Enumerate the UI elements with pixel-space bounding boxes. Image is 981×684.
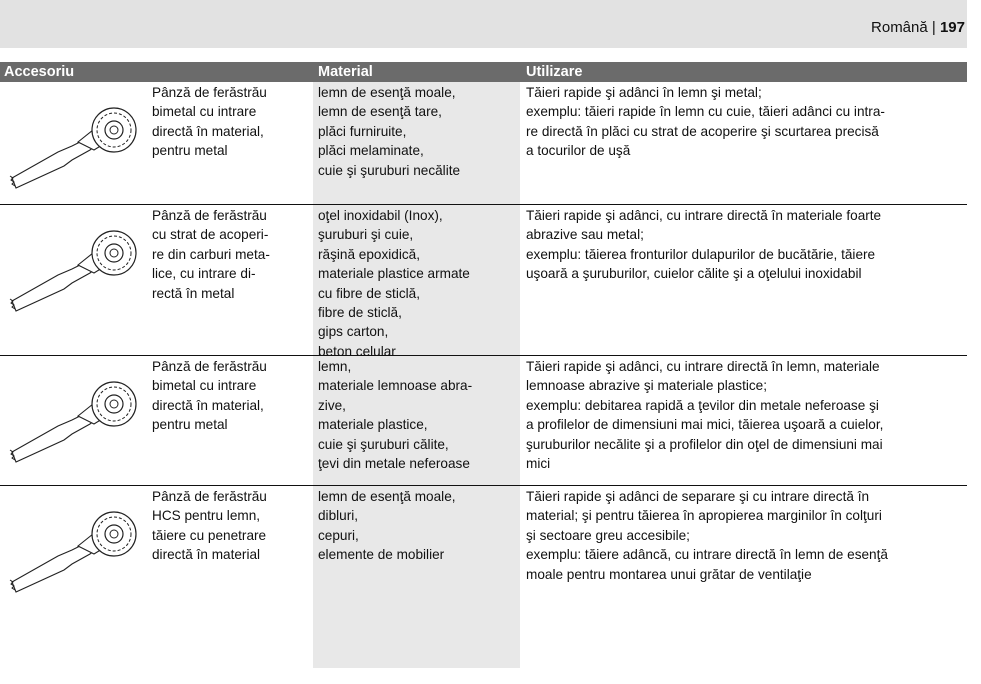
separator: | [931,19,936,36]
page-header: Română | 197 [871,19,965,36]
text-line: şuruburi şi cuie, [318,227,414,243]
text-line: bimetal cu intrare [152,104,257,120]
text-line: uşoară a şuruburilor, cuielor călite şi … [526,266,862,282]
text-line: cu strat de acoperi- [152,227,269,243]
table-header [0,62,967,82]
text-line: exemplu: tăieri rapide în lemn cu cuie, … [526,104,885,120]
text-line: Tăieri rapide şi adânci de separare şi c… [526,489,870,504]
text-line: oţel inoxidabil (Inox), [318,208,443,223]
header-band [0,0,967,48]
accessory-cell: Pânză de ferăstrău bimetal cu intrare dire… [152,83,267,161]
text-line: dibluri, [318,508,359,524]
text-line: Pânză de ferăstrău [152,208,267,223]
blade-icon [9,511,137,593]
text-line: exemplu: tăiere adâncă, cu intrare direc… [526,547,888,563]
text-line: mici [526,456,551,472]
text-line: pentru metal [152,417,228,433]
text-line: a profilelor de dimensiuni mai mici, tăi… [526,417,884,433]
text-line: pentru metal [152,143,228,159]
text-line: Pânză de ferăstrău [152,359,267,374]
usage-cell: Tăieri rapide şi adânci, cu intrare dire… [526,206,881,284]
text-line: HCS pentru lemn, [152,508,261,524]
text-line: exemplu: debitarea rapidă a ţevilor din … [526,397,879,413]
text-line: directă în material, [152,123,264,139]
material-cell: lemn, materiale lemnoase abra-zive, materi… [318,357,472,473]
page-number: 197 [939,19,965,36]
table-bottom [0,668,967,669]
text-line: elemente de mobilier [318,547,445,563]
text-line: cuie şi şuruburi călite, [318,436,449,452]
text-line: Tăieri rapide şi adânci în lemn şi metal… [526,85,762,100]
text-line: materiale lemnoase abra- [318,378,473,394]
text-line: plăci furniruite, [318,123,407,139]
text-line: cu fibre de sticlă, [318,285,420,301]
text-line: cuie şi şuruburi necălite [318,162,461,178]
column-header: Material [318,64,373,80]
material-cell: lemn de esenţă moale, lemn de esenţă tare… [318,83,460,180]
blade-icon [9,230,137,312]
text-line: rectă în metal [152,285,235,301]
accessory-cell: Pânză de ferăstrău HCS pentru lemn, tăiere… [152,487,267,565]
text-line: tăiere cu penetrare [152,527,267,543]
text-line: fibre de sticlă, [318,305,402,321]
language: Română [871,19,928,36]
text-line: Pânză de ferăstrău [152,489,267,504]
text-line: lemn, [318,359,352,374]
row-separator [0,204,967,205]
material-column-shade [313,82,520,668]
text-line: materiale plastice armate [318,266,470,282]
text-line: lemn de esenţă moale, [318,489,456,504]
row-separator [0,485,967,486]
usage-cell: Tăieri rapide şi adânci, cu intrare dire… [526,357,883,473]
row-separator [0,355,967,356]
text-line: material; şi pentru tăierea în apropiere… [526,508,882,524]
text-line: bimetal cu intrare [152,378,257,394]
text-line: re din carburi meta- [152,246,270,262]
material-cell: lemn de esenţă moale, dibluri, cepuri, elem… [318,487,456,565]
blade-icon [9,107,137,189]
text-line: directă în material, [152,397,264,413]
material-cell: oţel inoxidabil (Inox), şuruburi şi cuie,… [318,206,470,361]
text-line: moale pentru montarea unui grătar de ven… [526,566,812,582]
text-line: materiale plastice, [318,417,428,433]
accessory-cell: Pânză de ferăstrău cu strat de acoperi-re… [152,206,270,303]
blade-icon [9,381,137,463]
text-line: lice, cu intrare di- [152,266,256,282]
column-header: Utilizare [526,64,583,80]
text-line: şi sectoare greu accesibile; [526,527,690,543]
text-line: Tăieri rapide şi adânci, cu intrare dire… [526,208,882,223]
text-line: lemn de esenţă tare, [318,104,442,120]
text-line: directă în material [152,547,261,563]
text-line: exemplu: tăierea fronturilor dulapurilor… [526,246,876,262]
column-header: Accesoriu [4,64,75,80]
text-line: plăci melaminate, [318,143,424,159]
text-line: Pânză de ferăstrău [152,85,267,100]
text-line: a tocurilor de uşă [526,143,631,159]
text-line: zive, [318,397,346,413]
usage-cell: Tăieri rapide şi adânci de separare şi c… [526,487,888,584]
text-line: Tăieri rapide şi adânci, cu intrare dire… [526,359,880,374]
text-line: gips carton, [318,324,389,340]
text-line: cepuri, [318,527,359,543]
text-line: şuruburilor necălite şi a profilelor din… [526,436,883,452]
text-line: răşină epoxidică, [318,246,421,262]
usage-cell: Tăieri rapide şi adânci în lemn şi metal… [526,83,885,161]
text-line: lemn de esenţă moale, [318,85,456,100]
text-line: lemnoase abrazive şi materiale plastice; [526,378,768,394]
accessory-cell: Pânză de ferăstrău bimetal cu intrare dire… [152,357,267,435]
text-line: re directă în plăci cu strat de acoperir… [526,123,879,139]
text-line: abrazive sau metal; [526,227,644,243]
text-line: ţevi din metale neferoase [318,456,470,472]
